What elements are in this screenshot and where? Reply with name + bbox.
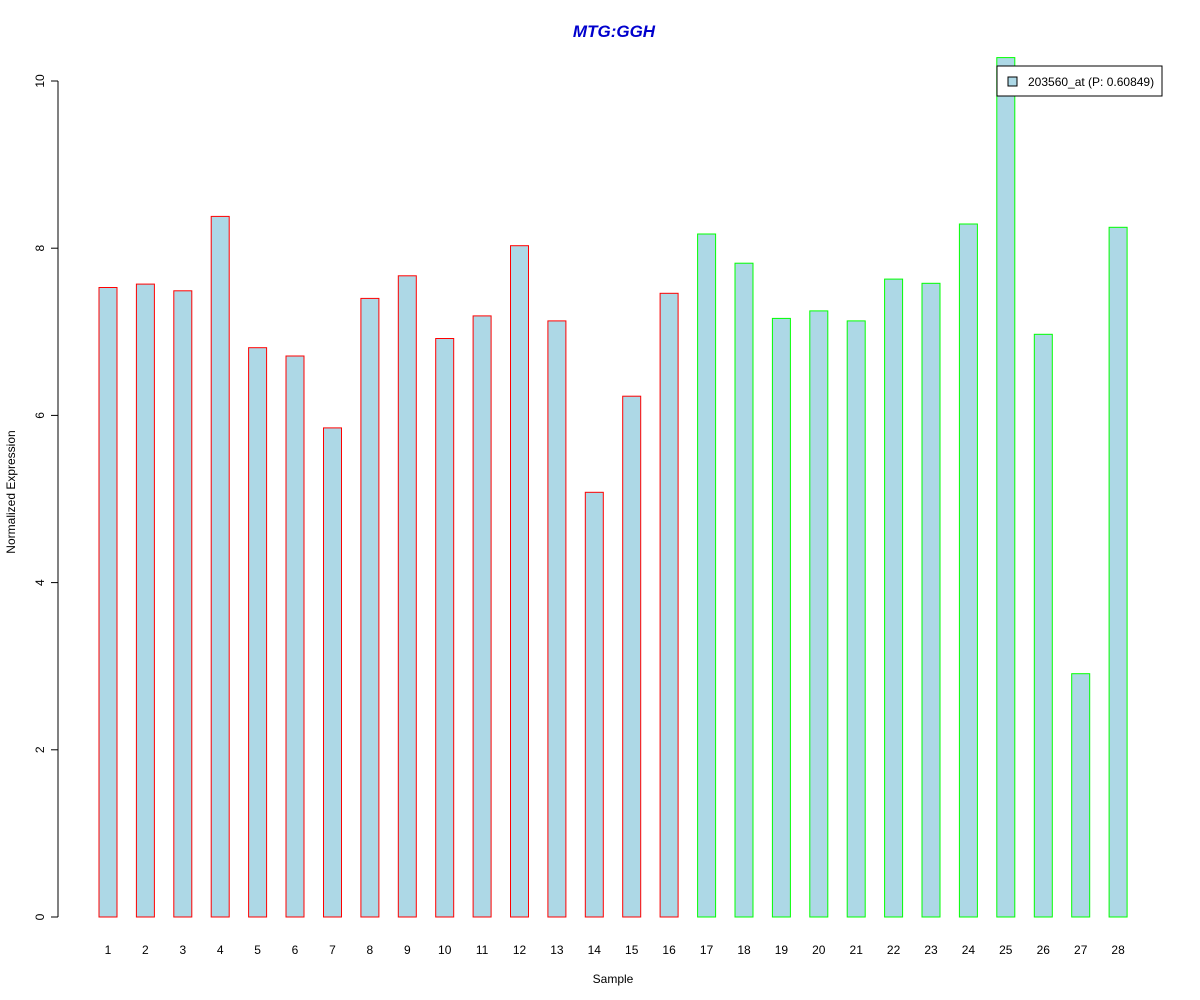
bar [135,283,155,918]
x-tick-label: 4 [217,943,224,957]
bar [809,310,829,918]
y-tick-label: 10 [33,74,47,88]
bar [248,347,268,918]
bar [98,287,118,918]
bar [734,262,754,918]
x-axis-label: Sample [593,972,634,986]
legend-box [996,65,1163,97]
x-tick-label: 16 [662,943,676,957]
bar [397,275,417,918]
x-tick-label: 10 [438,943,452,957]
bar [173,290,193,918]
x-tick-label: 21 [850,943,864,957]
legend-swatch [1007,76,1018,87]
bars [98,57,1128,918]
bar [659,292,679,918]
x-tick-label: 1 [105,943,112,957]
x-tick-label: 19 [775,943,789,957]
x-tick-label: 27 [1074,943,1088,957]
x-tick-label: 17 [700,943,714,957]
bar [771,317,791,918]
x-tick-label: 2 [142,943,149,957]
x-tick-labels: 1 2 3 4 5 6 7 8 9 10 11 12 13 14 15 16 17 18 19 20 21 22 23 24 2… [105,943,1125,957]
x-tick-label: 13 [550,943,564,957]
y-tick-label: 4 [33,579,47,586]
x-tick-label: 14 [588,943,602,957]
x-tick-label: 25 [999,943,1013,957]
bar [472,315,492,918]
chart-title: MTG:GGH [573,22,656,41]
bar [958,223,978,918]
y-axis: 0 2 4 6 8 10 [33,74,59,920]
bar [846,320,866,918]
y-axis-label: Normalized Expression [4,430,18,553]
bar [996,57,1016,918]
bar [435,338,455,918]
x-tick-label: 15 [625,943,639,957]
x-tick-label: 22 [887,943,901,957]
x-tick-label: 18 [737,943,751,957]
bar [584,491,604,918]
y-tick-label: 8 [33,245,47,252]
y-tick-label: 0 [33,913,47,920]
x-tick-label: 23 [924,943,938,957]
bar [360,297,380,918]
x-tick-label: 3 [179,943,186,957]
y-tick-label: 6 [33,412,47,419]
x-tick-label: 7 [329,943,336,957]
y-tick-label: 2 [33,746,47,753]
x-tick-label: 9 [404,943,411,957]
legend: 203560_at (P: 0.60849) [996,65,1163,97]
x-tick-label: 24 [962,943,976,957]
bar [622,395,642,918]
bar [547,320,567,918]
bar [323,427,342,918]
bar [884,278,904,918]
bar [210,215,230,918]
bar [1108,226,1128,918]
x-tick-label: 28 [1111,943,1125,957]
bar [697,233,717,918]
bar [285,355,305,918]
legend-label: 203560_at (P: 0.60849) [1028,75,1154,89]
x-tick-label: 20 [812,943,826,957]
x-tick-label: 11 [476,943,489,957]
x-tick-label: 26 [1037,943,1051,957]
x-tick-label: 6 [292,943,299,957]
x-tick-label: 5 [254,943,261,957]
x-tick-label: 12 [513,943,527,957]
x-tick-label: 8 [367,943,374,957]
bar [510,245,529,918]
bar [921,282,941,918]
bar [1033,333,1053,918]
bar [1071,673,1091,918]
